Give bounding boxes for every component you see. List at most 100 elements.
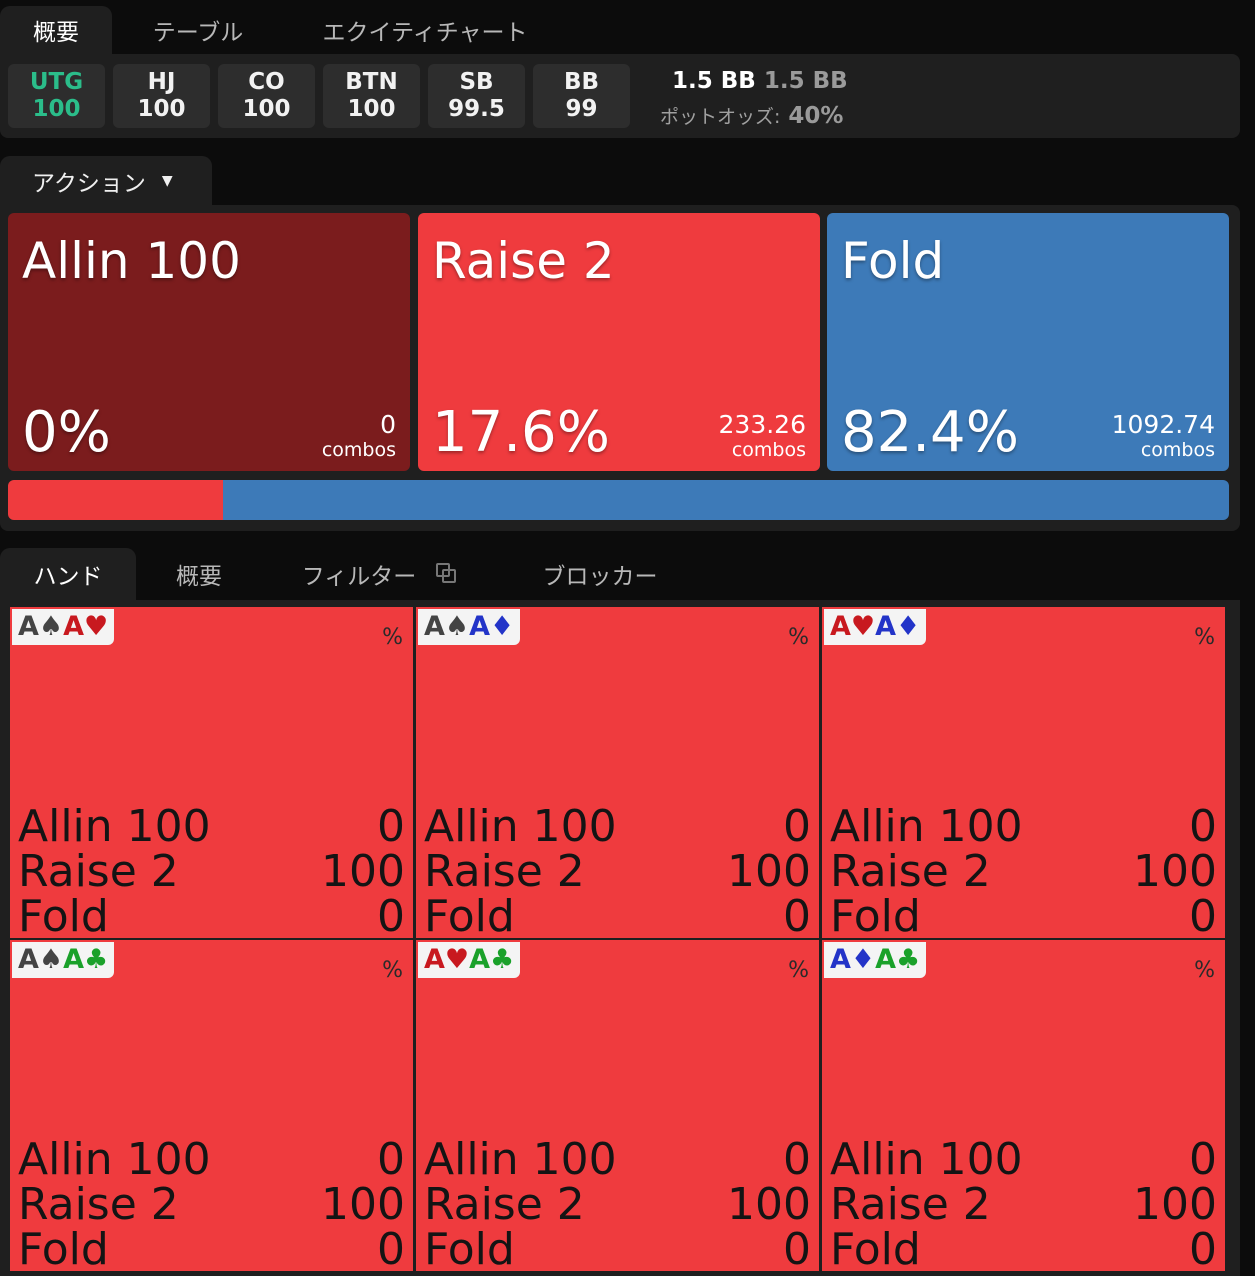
- hand-grid: A♠A♥% Allin 100 0 Raise 2 100 Fold 0 A♠A♦% Allin…: [0, 600, 1240, 1276]
- card-suit-icon: ♣: [490, 944, 515, 975]
- position-sb[interactable]: SB 99.5: [428, 64, 525, 128]
- hand-cell[interactable]: A♥A♦% Allin 100 0 Raise 2 100 Fold 0: [822, 607, 1225, 940]
- hand-action-label: Fold: [424, 1224, 515, 1275]
- hand-action-value: 0: [1189, 1224, 1217, 1275]
- hand-action-label: Allin 100: [18, 1134, 211, 1185]
- position-utg[interactable]: UTG 100: [8, 64, 105, 128]
- tab-filter[interactable]: フィルター: [280, 548, 480, 600]
- action-card-fold[interactable]: Fold 82.4% 1092.74 combos: [827, 213, 1229, 471]
- hand-card-label: A♦A♣: [824, 942, 927, 978]
- hand-action-row: Fold 0: [830, 894, 1217, 940]
- hand-card-label: A♥A♦: [824, 609, 927, 645]
- chevron-down-icon: ▼: [161, 173, 173, 189]
- hand-card-label: A♠A♦: [418, 609, 521, 645]
- hand-action-label: Fold: [830, 1224, 921, 1275]
- hand-action-row: Allin 100 0: [424, 804, 811, 850]
- hand-action-value: 0: [783, 1134, 811, 1185]
- action-panel: Allin 100 0% 0 combos Raise 2 17.6% 233.…: [0, 205, 1240, 531]
- combos-label: combos: [321, 439, 396, 461]
- card-rank: A: [875, 611, 897, 642]
- position-co[interactable]: CO 100: [218, 64, 315, 128]
- hand-cell[interactable]: A♠A♥% Allin 100 0 Raise 2 100 Fold 0: [10, 607, 413, 940]
- hand-cell[interactable]: A♠A♦% Allin 100 0 Raise 2 100 Fold 0: [416, 607, 819, 940]
- card-suit-icon: ♦: [490, 611, 515, 642]
- card-rank: A: [424, 611, 445, 642]
- action-combos: 0 combos: [321, 411, 396, 462]
- hand-action-label: Raise 2: [830, 1179, 991, 1230]
- hand-action-row: Fold 0: [830, 1227, 1217, 1273]
- position-name: BB: [563, 69, 600, 95]
- card-rank: A: [18, 944, 39, 975]
- card-suit-icon: ♦: [896, 611, 921, 642]
- hand-action-label: Raise 2: [424, 846, 585, 897]
- card-rank: A: [63, 611, 85, 642]
- hand-action-row: Raise 2 100: [18, 849, 405, 895]
- action-percent: 0%: [22, 400, 111, 465]
- hand-action-row: Raise 2 100: [18, 1182, 405, 1228]
- hand-action-label: Allin 100: [830, 801, 1023, 852]
- card-suit-icon: ♠: [38, 944, 64, 975]
- card-rank: A: [830, 611, 851, 642]
- combos-count: 233.26: [718, 410, 806, 439]
- hand-action-value: 0: [377, 1134, 405, 1185]
- hand-action-row: Allin 100 0: [830, 804, 1217, 850]
- position-btn[interactable]: BTN 100: [323, 64, 420, 128]
- hand-cell[interactable]: A♥A♣% Allin 100 0 Raise 2 100 Fold 0: [416, 940, 819, 1275]
- hand-action-label: Raise 2: [424, 1179, 585, 1230]
- action-card-raise[interactable]: Raise 2 17.6% 233.26 combos: [418, 213, 820, 471]
- top-tab-bar: 概要 テーブル エクイティチャート: [0, 0, 1255, 54]
- pot-value: 1.5 BB: [672, 68, 756, 94]
- hand-action-row: Fold 0: [424, 894, 811, 940]
- tab-table[interactable]: テーブル: [152, 20, 244, 46]
- percent-sign: %: [788, 958, 809, 983]
- card-rank: A: [875, 944, 897, 975]
- position-bb[interactable]: BB 99: [533, 64, 630, 128]
- percent-sign: %: [1194, 958, 1215, 983]
- percent-sign: %: [382, 958, 403, 983]
- hand-action-label: Raise 2: [830, 846, 991, 897]
- hand-tab-bar: ハンド 概要 フィルター ブロッカー: [0, 548, 1255, 600]
- card-suit-icon: ♠: [444, 611, 470, 642]
- hand-action-value: 0: [377, 801, 405, 852]
- card-rank: A: [469, 611, 491, 642]
- position-stack: 100: [347, 96, 396, 122]
- card-suit-icon: ♣: [84, 944, 109, 975]
- action-card-allin[interactable]: Allin 100 0% 0 combos: [8, 213, 410, 471]
- hand-cell[interactable]: A♦A♣% Allin 100 0 Raise 2 100 Fold 0: [822, 940, 1225, 1273]
- hand-cell[interactable]: A♠A♣% Allin 100 0 Raise 2 100 Fold 0: [10, 940, 413, 1273]
- hand-action-value: 100: [1133, 1179, 1217, 1230]
- tab-overview[interactable]: 概要: [0, 6, 112, 54]
- hand-action-label: Fold: [18, 891, 109, 942]
- copy-icon[interactable]: [436, 563, 458, 585]
- hand-action-value: 100: [1133, 846, 1217, 897]
- combos-count: 1092.74: [1111, 410, 1215, 439]
- hand-action-label: Allin 100: [424, 1134, 617, 1185]
- positions-panel: UTG 100 HJ 100 CO 100 BTN 100 SB 99.5 BB…: [0, 54, 1240, 138]
- tab-blockers[interactable]: ブロッカー: [542, 564, 658, 590]
- pot-odds: ポットオッズ: 40%: [660, 102, 843, 129]
- position-name: HJ: [147, 69, 176, 95]
- hand-action-row: Allin 100 0: [18, 1137, 405, 1183]
- position-stack: 99: [565, 96, 598, 122]
- action-dropdown-label: アクション: [32, 171, 146, 197]
- card-rank: A: [830, 944, 851, 975]
- position-hj[interactable]: HJ 100: [113, 64, 210, 128]
- position-stack: 100: [242, 96, 291, 122]
- action-name: Fold: [841, 232, 945, 290]
- position-name: UTG: [29, 69, 84, 95]
- hand-card-label: A♠A♣: [12, 942, 115, 978]
- pot-size: 1.5 BB 1.5 BB: [672, 68, 848, 94]
- hand-action-value: 0: [783, 801, 811, 852]
- hand-action-label: Raise 2: [18, 1179, 179, 1230]
- hand-action-label: Fold: [424, 891, 515, 942]
- card-suit-icon: ♥: [84, 611, 109, 642]
- tab-summary[interactable]: 概要: [176, 564, 222, 590]
- position-stack: 99.5: [448, 96, 505, 122]
- action-dropdown[interactable]: アクション ▼: [0, 156, 212, 206]
- tab-hands[interactable]: ハンド: [0, 548, 136, 600]
- hand-action-label: Fold: [830, 891, 921, 942]
- hand-action-value: 100: [727, 1179, 811, 1230]
- combos-label: combos: [731, 439, 806, 461]
- tab-equity-chart[interactable]: エクイティチャート: [322, 20, 528, 46]
- hand-action-row: Fold 0: [18, 894, 405, 940]
